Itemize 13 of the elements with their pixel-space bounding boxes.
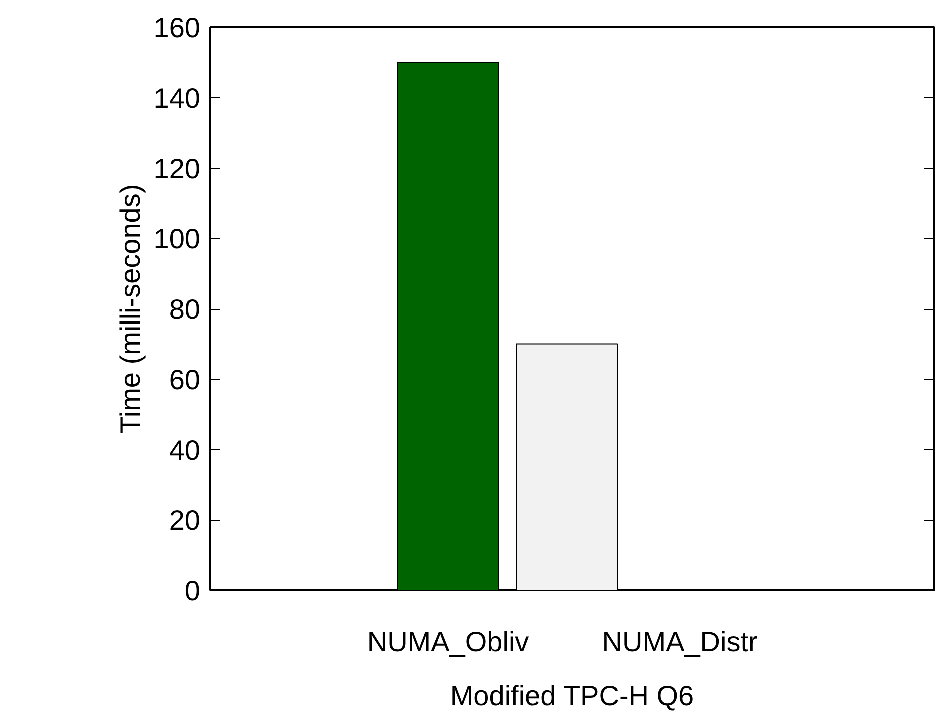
y-tick-label: 120 bbox=[154, 153, 200, 184]
y-tick-label: 160 bbox=[154, 12, 200, 44]
y-tick-label: 80 bbox=[169, 294, 201, 325]
y-tick-label: 40 bbox=[169, 434, 201, 466]
y-tick-label: 60 bbox=[169, 364, 201, 396]
x-tick-label: NUMA_Obliv bbox=[367, 626, 530, 658]
x-axis-title: Modified TPC-H Q6 bbox=[450, 680, 694, 712]
y-tick-label: 0 bbox=[184, 576, 201, 606]
y-tick-label: 100 bbox=[154, 224, 200, 255]
y-tick-label: 20 bbox=[169, 505, 201, 536]
y-tick-label: 140 bbox=[154, 82, 200, 114]
x-tick-label: NUMA_Distr bbox=[602, 626, 758, 658]
y-axis-title: Time (milli-seconds) bbox=[114, 184, 146, 434]
